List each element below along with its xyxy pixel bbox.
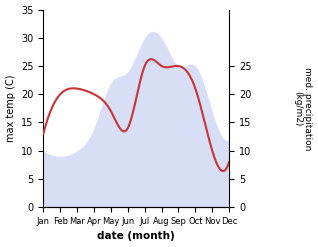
Y-axis label: max temp (C): max temp (C) [5,75,16,142]
X-axis label: date (month): date (month) [97,231,175,242]
Y-axis label: med. precipitation
(kg/m2): med. precipitation (kg/m2) [293,67,313,150]
